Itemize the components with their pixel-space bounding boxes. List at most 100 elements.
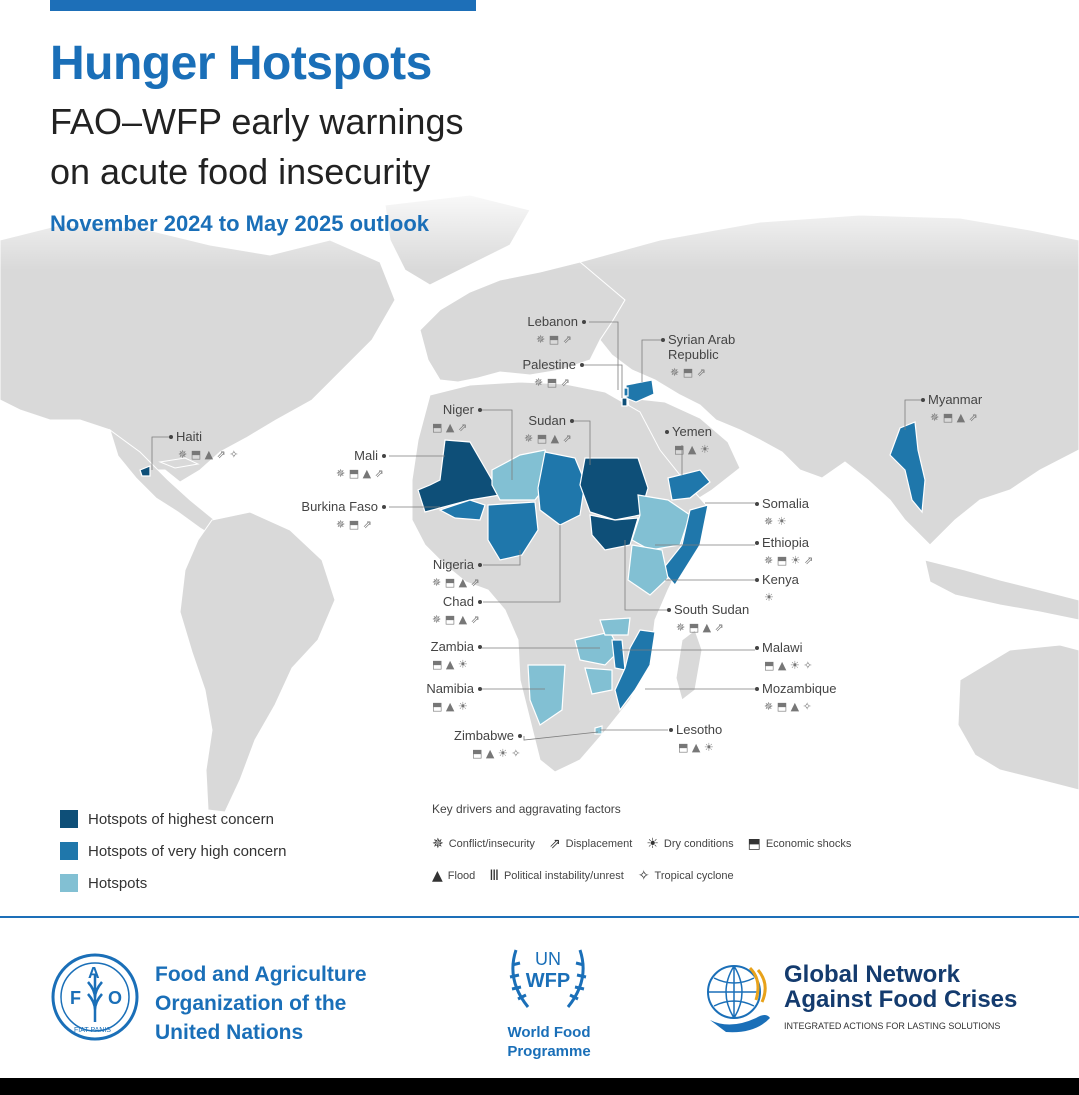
legend-swatch-hotspot <box>60 874 78 892</box>
flood-icon: ▲ <box>432 868 443 884</box>
country-labels: Haiti ✵ ⬒ ▲ ⇗ ✧ Mali ✵ ⬒ ▲ ⇗ Burkina Faso ✵ ⬒… <box>169 314 983 760</box>
driver-cyclone: ✧ Tropical cyclone <box>637 868 734 884</box>
country-label-syrian-arab-republic-1: Republic <box>668 347 719 362</box>
country-syria <box>625 379 655 403</box>
driver-icons-haiti: ✵ ⬒ ▲ ⇗ ✧ <box>178 448 239 461</box>
country-label-malawi: Malawi <box>762 640 803 655</box>
driver-conflict: ✵ Conflict/insecurity <box>432 836 535 852</box>
driver-icons-nigeria: ✵ ⬒ ▲ ⇗ <box>432 576 480 589</box>
subtitle-line-1: FAO–WFP early warnings <box>50 101 464 142</box>
country-label-zimbabwe: Zimbabwe <box>454 728 514 743</box>
label-dot-burkina-faso <box>382 505 386 509</box>
country-label-palestine: Palestine <box>523 357 576 372</box>
legend-swatch-very-high <box>60 842 78 860</box>
caribbean-landmass <box>158 457 200 469</box>
legend-item-very-high: Hotspots of very high concern <box>60 835 286 867</box>
subtitle-line-2: on acute food insecurity <box>50 151 431 192</box>
driver-icons-malawi: ⬒ ▲ ☀ ✧ <box>764 659 812 672</box>
country-nigeria <box>487 501 539 561</box>
fao-logo-letter-f: F <box>70 988 81 1008</box>
driver-icons-mozambique: ✵ ⬒ ▲ ✧ <box>764 700 812 713</box>
outlook-period: November 2024 to May 2025 outlook <box>50 211 430 236</box>
dry-conditions-icon: ☀ <box>646 836 659 852</box>
country-label-somalia: Somalia <box>762 496 810 511</box>
country-yemen <box>667 469 711 501</box>
label-dot-sudan <box>570 419 574 423</box>
driver-displacement: ⇗ Displacement <box>548 836 633 852</box>
drivers-row-2: ▲ Flood Ⅲ Political instability/unrest ✧ Tr… <box>432 860 932 892</box>
country-namibia <box>527 664 566 726</box>
fao-logo-letter-o: O <box>108 988 122 1008</box>
country-burkina-faso <box>438 499 486 521</box>
leader-lines <box>151 321 924 741</box>
country-mali <box>417 439 501 513</box>
driver-political: Ⅲ Political instability/unrest <box>489 868 624 884</box>
label-dot-niger <box>478 408 482 412</box>
map-top-fade <box>0 180 1079 270</box>
label-dot-south-sudan <box>667 608 671 612</box>
legend-item-hotspot: Hotspots <box>60 867 286 899</box>
country-label-ethiopia: Ethiopia <box>762 535 810 550</box>
driver-icons-namibia: ⬒ ▲ ☀ <box>432 700 468 713</box>
country-label-myanmar: Myanmar <box>928 392 983 407</box>
fao-logo: F A O FIAT PANIS <box>51 953 139 1041</box>
fao-logo-letter-a: A <box>88 965 100 982</box>
gnafc-logo <box>707 965 770 1033</box>
drivers-heading: Key drivers and aggravating factors <box>432 802 621 816</box>
legend-swatch-highest <box>60 810 78 828</box>
madagascar-landmass <box>675 629 703 701</box>
fao-logo-motto: FIAT PANIS <box>74 1027 111 1034</box>
label-dot-yemen <box>665 430 669 434</box>
country-label-syrian-arab-republic: Syrian Arab <box>668 332 735 347</box>
country-label-zambia: Zambia <box>431 639 475 654</box>
country-label-mozambique: Mozambique <box>762 681 836 696</box>
country-lebanon <box>623 387 629 397</box>
country-palestine <box>621 397 628 407</box>
country-label-namibia: Namibia <box>426 681 474 696</box>
driver-icons-south-sudan: ✵ ⬒ ▲ ⇗ <box>676 621 724 634</box>
country-label-kenya: Kenya <box>762 572 800 587</box>
conflict-icon: ✵ <box>432 836 444 852</box>
south-america-landmass <box>179 511 336 813</box>
label-dot-syrian-arab-republic <box>661 338 665 342</box>
wfp-name: World Food Programme <box>507 1024 591 1060</box>
driver-icons-ethiopia: ✵ ⬒ ☀ ⇗ <box>764 554 813 567</box>
label-dot-lesotho <box>669 728 673 732</box>
drivers-legend: Key drivers and aggravating factors ✵ Con… <box>432 802 932 892</box>
label-dot-mali <box>382 454 386 458</box>
country-label-lesotho: Lesotho <box>676 722 722 737</box>
sea-islands-landmass <box>924 559 1079 621</box>
australia-landmass <box>957 644 1079 791</box>
country-label-sudan: Sudan <box>528 413 566 428</box>
concern-legend: Hotspots of highest concern Hotspots of … <box>60 803 286 899</box>
country-kenya <box>627 544 669 596</box>
displacement-icon: ⇗ <box>548 836 561 852</box>
fao-name: Food and Agriculture Organization of the… <box>155 963 367 1044</box>
driver-icons-mali: ✵ ⬒ ▲ ⇗ <box>336 467 384 480</box>
driver-icons-chad: ✵ ⬒ ▲ ⇗ <box>432 613 480 626</box>
driver-flood: ▲ Flood <box>432 868 476 884</box>
legend-label-very-high: Hotspots of very high concern <box>88 842 287 860</box>
country-zimbabwe <box>584 667 613 695</box>
wfp-logo-un: UN <box>535 949 561 969</box>
legend-item-highest: Hotspots of highest concern <box>60 803 286 835</box>
country-label-lebanon: Lebanon <box>527 314 578 329</box>
country-label-nigeria: Nigeria <box>433 557 475 572</box>
country-zambia-east <box>599 617 631 636</box>
world-map: Haiti ✵ ⬒ ▲ ⇗ ✧ Mali ✵ ⬒ ▲ ⇗ Burkina Faso ✵ ⬒… <box>0 180 1079 813</box>
driver-icons-zimbabwe: ⬒ ▲ ☀ ✧ <box>472 747 520 760</box>
label-dot-malawi <box>755 646 759 650</box>
label-dot-somalia <box>755 502 759 506</box>
driver-icons-palestine: ✵ ⬒ ⇗ <box>534 376 570 389</box>
driver-icons-syrian-arab-republic: ✵ ⬒ ⇗ <box>670 366 706 379</box>
label-dot-mozambique <box>755 687 759 691</box>
driver-dry: ☀ Dry conditions <box>646 836 734 852</box>
label-dot-kenya <box>755 578 759 582</box>
label-dot-chad <box>478 600 482 604</box>
country-label-mali: Mali <box>354 448 378 463</box>
driver-icons-somalia: ✵ ☀ <box>764 515 787 528</box>
label-dot-namibia <box>478 687 482 691</box>
country-chad <box>537 451 586 526</box>
page-title: Hunger Hotspots <box>50 37 432 90</box>
country-label-burkina-faso: Burkina Faso <box>301 499 378 514</box>
